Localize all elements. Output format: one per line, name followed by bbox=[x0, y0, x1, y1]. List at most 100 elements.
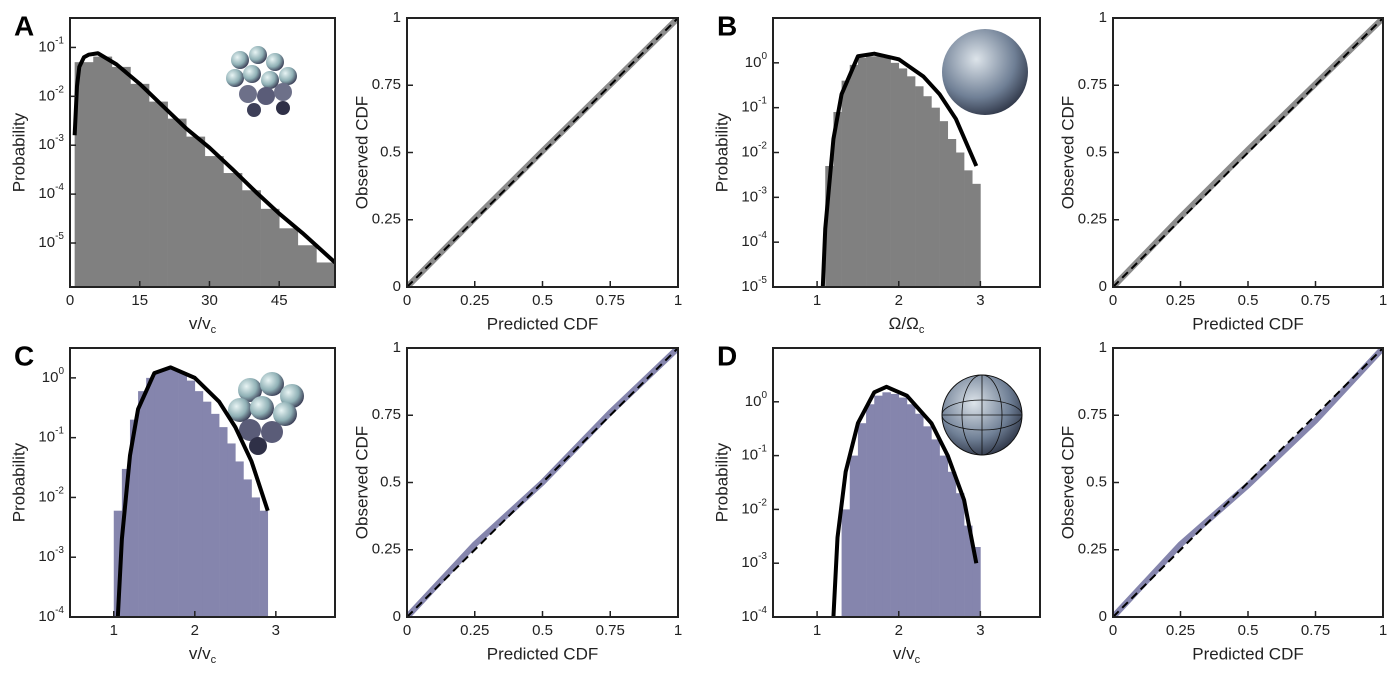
y-tick-label: 0 bbox=[1099, 278, 1107, 295]
y-tick-label: 10-2 bbox=[38, 485, 64, 505]
histogram-bar bbox=[972, 547, 981, 617]
x-tick-label: 1 bbox=[813, 622, 821, 639]
histogram-bar bbox=[113, 510, 123, 617]
plot-area bbox=[407, 348, 678, 617]
x-tick-label: 0.5 bbox=[1238, 292, 1259, 309]
histogram-bar bbox=[923, 96, 932, 287]
x-tick-label: 0.75 bbox=[1301, 622, 1330, 639]
panel-letter: D bbox=[717, 340, 737, 371]
histogram-bar bbox=[242, 190, 261, 287]
y-tick-label: 100 bbox=[745, 389, 768, 409]
histogram-bar bbox=[74, 62, 94, 287]
histogram-bar bbox=[939, 121, 949, 287]
x-tick-label: 2 bbox=[191, 622, 199, 639]
y-axis-label: Probability bbox=[712, 112, 731, 192]
x-tick-label: 0.75 bbox=[596, 292, 625, 309]
inset-sphere-b bbox=[942, 29, 1028, 115]
x-axis-label: Predicted CDF bbox=[487, 644, 598, 663]
histogram-bar bbox=[955, 493, 965, 617]
histogram-bar bbox=[866, 404, 875, 617]
histogram-bar bbox=[167, 118, 187, 287]
y-tick-label: 10-1 bbox=[38, 425, 64, 445]
histogram-bar bbox=[866, 56, 875, 287]
plot-area bbox=[1113, 18, 1383, 287]
x-tick-label: 1 bbox=[674, 292, 682, 309]
histogram-bar bbox=[129, 419, 139, 617]
histogram-bar bbox=[297, 245, 317, 287]
plot-area bbox=[831, 384, 981, 617]
histogram-bar bbox=[223, 173, 243, 287]
histogram-bar bbox=[841, 509, 851, 617]
x-tick-label: 45 bbox=[271, 292, 288, 309]
x-tick-label: 2 bbox=[895, 292, 903, 309]
histogram-bar bbox=[882, 57, 891, 287]
panel: C 1 2 3 10-4 10-3 10-2 10-1 100 v/vc Probability bbox=[9, 340, 336, 666]
histogram-bar bbox=[882, 392, 891, 617]
inset-sphere-d bbox=[941, 374, 1023, 456]
y-tick-label: 0.5 bbox=[1086, 473, 1107, 490]
y-tick-label: 100 bbox=[42, 366, 65, 386]
histogram-bar bbox=[194, 391, 204, 617]
y-tick-label: 10-1 bbox=[741, 443, 767, 463]
inset-cluster-c bbox=[228, 372, 304, 455]
histogram-bar bbox=[874, 395, 883, 617]
histogram-bar bbox=[931, 107, 940, 287]
panel: 0 0.25 0.5 0.75 1 0 0.25 0.5 0.75 1 Predicted CDF O… bbox=[352, 339, 682, 664]
y-tick-label: 0.25 bbox=[372, 541, 401, 558]
y-axis-label: Probability bbox=[9, 112, 28, 192]
x-tick-label: 1 bbox=[110, 622, 118, 639]
y-tick-label: 10-4 bbox=[38, 182, 64, 202]
x-axis-label: Predicted CDF bbox=[487, 314, 598, 333]
x-tick-label: 0 bbox=[66, 292, 74, 309]
histogram-bar bbox=[186, 136, 206, 287]
histogram-bar bbox=[93, 56, 113, 287]
fit-curve bbox=[820, 51, 979, 287]
y-tick-label: 10-1 bbox=[38, 35, 64, 55]
x-tick-label: 0.5 bbox=[532, 622, 553, 639]
x-axis-label: v/vc bbox=[189, 314, 217, 335]
histogram-bar bbox=[251, 497, 260, 617]
histogram-bar bbox=[898, 68, 908, 287]
histogram-bar bbox=[170, 369, 179, 617]
x-tick-label: 0.75 bbox=[1301, 292, 1330, 309]
panel: A 0 15 30 45 10-5 10-4 10-3 10-2 10-1 v/vc Probabil… bbox=[9, 10, 336, 336]
panel: 0 0.25 0.5 0.75 1 0 0.25 0.5 0.75 1 Predicted CDF O… bbox=[1058, 9, 1387, 334]
plot-area bbox=[820, 51, 981, 287]
histogram-bar bbox=[939, 455, 949, 617]
axes-frame bbox=[69, 347, 336, 618]
y-tick-label: 10-4 bbox=[741, 230, 767, 250]
histogram-bar bbox=[874, 56, 883, 287]
x-tick-label: 0 bbox=[403, 292, 411, 309]
histogram-bar bbox=[162, 369, 171, 617]
x-tick-label: 1 bbox=[1379, 622, 1387, 639]
y-tick-label: 10-2 bbox=[741, 140, 767, 160]
axes-frame bbox=[69, 17, 336, 288]
y-tick-label: 10-2 bbox=[741, 497, 767, 517]
x-tick-label: 3 bbox=[976, 622, 984, 639]
histogram-bar bbox=[972, 183, 981, 287]
histogram-bar bbox=[964, 525, 973, 617]
histogram-bar bbox=[219, 427, 228, 617]
y-tick-label: 0.25 bbox=[1078, 211, 1107, 228]
y-tick-label: 0.75 bbox=[372, 406, 401, 423]
histogram-bar bbox=[833, 112, 842, 287]
y-tick-label: 0 bbox=[393, 278, 401, 295]
y-tick-label: 1 bbox=[393, 339, 401, 356]
histogram-bar bbox=[915, 86, 924, 287]
y-tick-label: 10-5 bbox=[741, 275, 767, 295]
plot-area bbox=[407, 18, 678, 287]
y-tick-label: 10-2 bbox=[38, 84, 64, 104]
panel: 0 0.25 0.5 0.75 1 0 0.25 0.5 0.75 1 Predicted CDF O… bbox=[352, 9, 682, 334]
histogram-bar bbox=[178, 373, 187, 617]
x-tick-label: 0.25 bbox=[1166, 622, 1195, 639]
plot-area bbox=[72, 51, 335, 287]
x-tick-label: 0 bbox=[1109, 292, 1117, 309]
y-axis-label: Observed CDF bbox=[352, 426, 371, 539]
x-tick-label: 0 bbox=[403, 622, 411, 639]
y-tick-label: 100 bbox=[745, 50, 768, 70]
y-axis-label: Probability bbox=[9, 442, 28, 522]
histogram-bar bbox=[259, 510, 269, 617]
plot-area bbox=[1113, 348, 1383, 617]
y-axis-label: Probability bbox=[712, 442, 731, 522]
